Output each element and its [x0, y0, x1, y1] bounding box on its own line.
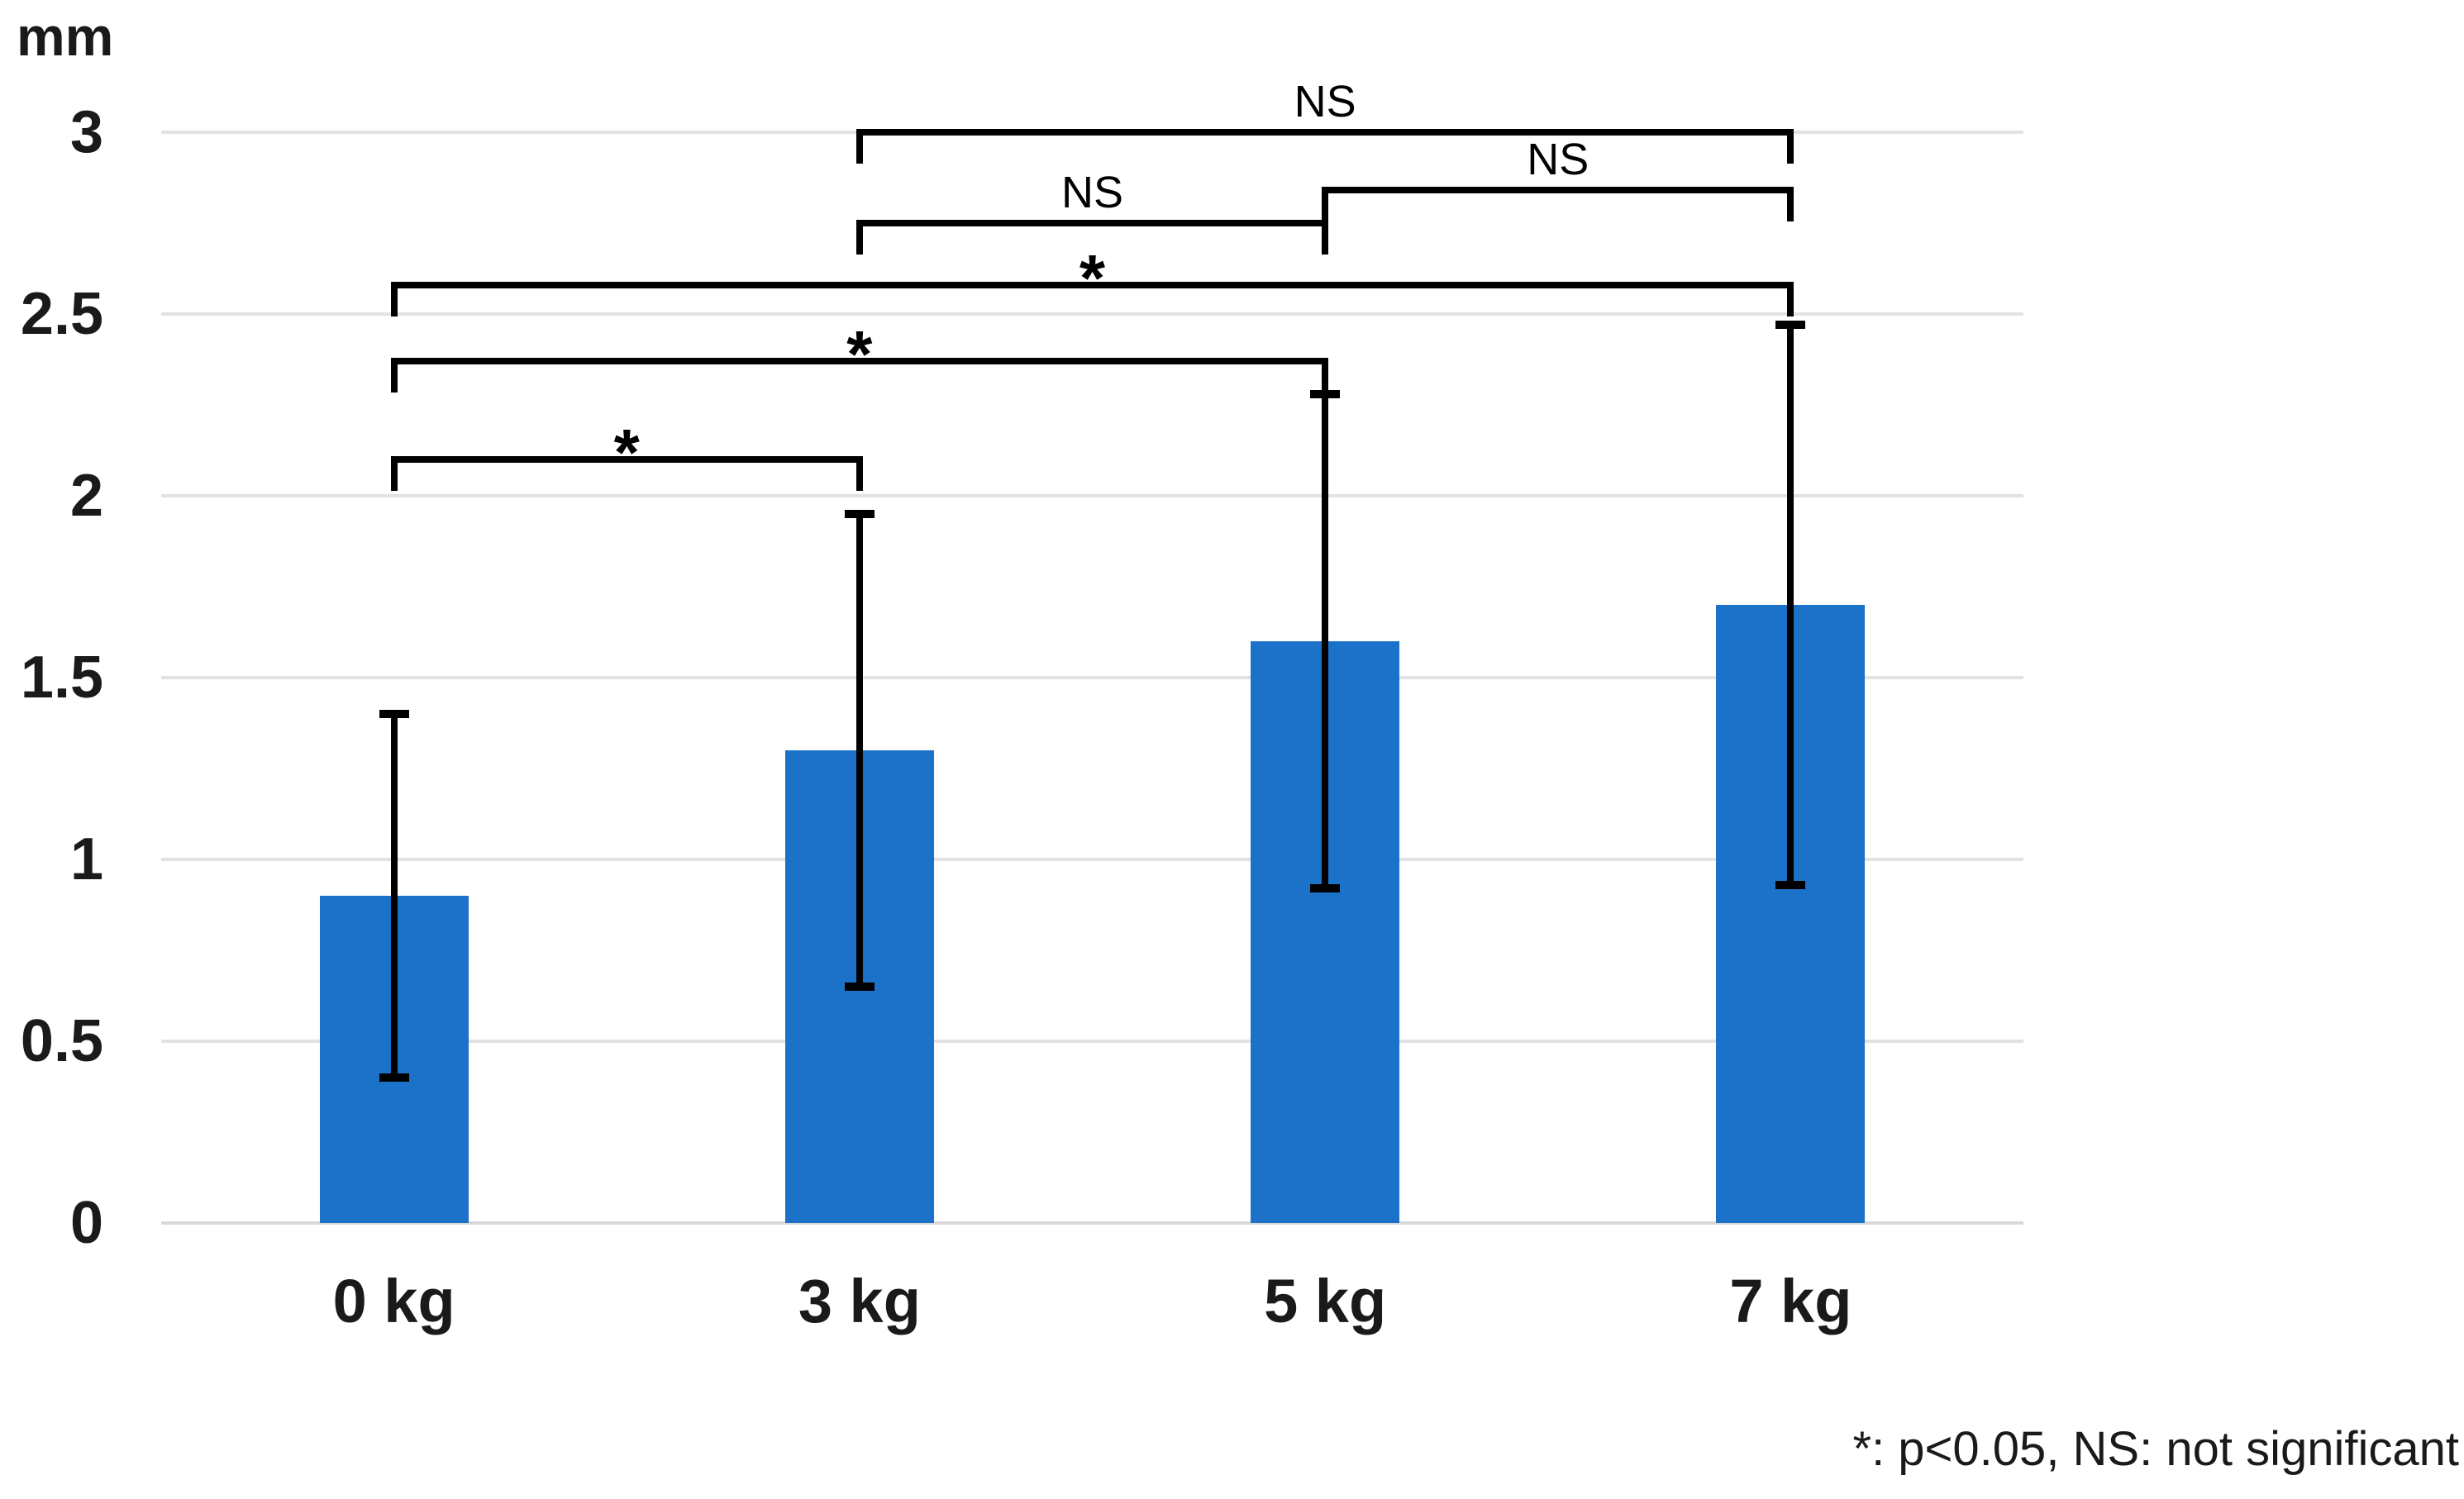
error-bar-7kg [1787, 325, 1794, 885]
error-bar-cap-top-5kg [1310, 389, 1341, 398]
error-bar-cap-top-3kg [844, 510, 875, 518]
error-bar-0kg [390, 714, 398, 1078]
x-axis-label-5kg: 5 kg [1264, 1267, 1387, 1335]
error-bar-cap-bottom-7kg [1775, 880, 1806, 889]
y-tick-label-0.5: 0.5 [20, 1008, 103, 1074]
significance-bracket-3kg-5kg [855, 220, 1329, 255]
error-bar-cap-bottom-3kg [844, 983, 875, 991]
y-tick-label-1.5: 1.5 [20, 645, 103, 711]
significance-bracket-5kg-7kg [1322, 187, 1794, 222]
error-bar-cap-top-7kg [1775, 321, 1806, 330]
x-axis-label-3kg: 3 kg [798, 1267, 921, 1335]
y-tick-label-1: 1 [69, 826, 103, 892]
significance-bracket-0kg-5kg [390, 358, 1329, 393]
significance-bracket-0kg-3kg [390, 456, 863, 491]
significance-bracket-3kg-7kg [855, 129, 1794, 164]
y-tick-label-2: 2 [69, 463, 103, 529]
x-axis-label-0kg: 0 kg [332, 1267, 455, 1335]
gridline-2.5 [161, 312, 2023, 316]
significance-footnote: *: p<0.05, NS: not significant [1852, 1422, 2460, 1476]
significance-bracket-0kg-7kg [390, 281, 1794, 316]
y-tick-label-3: 3 [69, 99, 103, 165]
significance-label-3kg-5kg: NS [1060, 168, 1123, 217]
gridline-1 [161, 858, 2023, 861]
y-tick-label-0: 0 [69, 1190, 103, 1256]
y-tick-label-2.5: 2.5 [20, 281, 103, 347]
error-bar-3kg [855, 514, 863, 987]
x-axis-line [161, 1221, 2023, 1225]
error-bar-5kg [1322, 393, 1329, 889]
significance-label-0kg-7kg: * [1079, 240, 1106, 315]
error-bar-cap-bottom-0kg [379, 1073, 409, 1082]
y-axis-unit-label: mm [17, 6, 114, 67]
gridline-2 [161, 494, 2023, 497]
error-bar-cap-bottom-5kg [1310, 884, 1341, 893]
significance-label-0kg-5kg: * [846, 317, 873, 392]
gridline-0.5 [161, 1040, 2023, 1043]
gridline-1.5 [161, 676, 2023, 679]
significance-label-3kg-7kg: NS [1294, 77, 1356, 126]
significance-label-0kg-3kg: * [613, 416, 640, 489]
error-bar-cap-top-0kg [379, 710, 409, 718]
x-axis-label-7kg: 7 kg [1729, 1267, 1852, 1335]
significance-label-5kg-7kg: NS [1527, 135, 1589, 185]
